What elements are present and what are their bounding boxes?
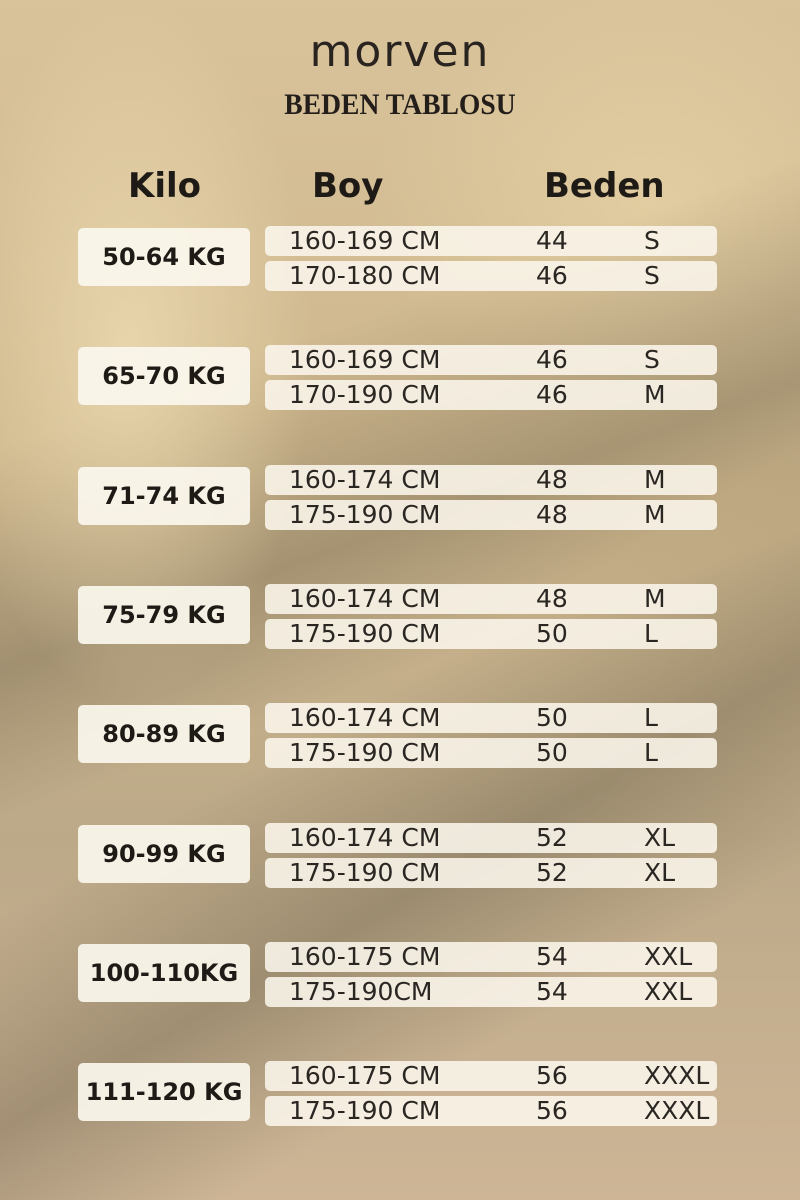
kilo-range: 71-74 KG — [78, 466, 250, 525]
size-row: 160-175 CM 54 XXL — [265, 941, 717, 972]
size-number: 44 — [536, 226, 568, 255]
boy-range: 160-174 CM — [289, 464, 441, 494]
size-number: 56 — [536, 1061, 568, 1091]
header-kilo: Kilo — [128, 166, 202, 206]
brand-logo: morven — [0, 26, 800, 77]
boy-range: 170-180 CM — [289, 261, 441, 290]
size-letter: XXXL — [644, 1061, 710, 1091]
size-row: 160-174 CM 48 M — [265, 583, 717, 614]
size-row: 175-190 CM 48 M — [265, 499, 717, 530]
kilo-range: 50-64 KG — [78, 228, 250, 286]
size-group: 80-89 KG 160-174 CM 50 L 175-190 CM 50 L — [0, 701, 800, 771]
size-row: 175-190 CM 52 XL — [265, 857, 717, 888]
size-letter: M — [644, 583, 666, 613]
size-letter: M — [644, 380, 666, 410]
brand-text: morven — [309, 26, 491, 77]
size-group: 100-110KG 160-175 CM 54 XXL 175-190CM 54… — [0, 940, 800, 1010]
size-number: 48 — [536, 464, 568, 494]
boy-range: 175-190CM — [289, 976, 433, 1006]
size-group: 50-64 KG 160-169 CM 44 S 170-180 CM 46 S — [0, 224, 800, 294]
size-group: 90-99 KG 160-174 CM 52 XL 175-190 CM 52 … — [0, 821, 800, 891]
size-letter: XL — [644, 822, 676, 852]
size-group: 111-120 KG 160-175 CM 56 XXXL 175-190 CM… — [0, 1059, 800, 1129]
size-group: 71-74 KG 160-174 CM 48 M 175-190 CM 48 M — [0, 463, 800, 533]
size-row: 175-190CM 54 XXL — [265, 976, 717, 1007]
boy-range: 170-190 CM — [289, 380, 441, 410]
size-number: 46 — [536, 261, 568, 290]
size-letter: S — [644, 261, 660, 290]
header-boy: Boy — [312, 166, 384, 206]
size-number: 50 — [536, 703, 568, 733]
boy-range: 175-190 CM — [289, 857, 441, 887]
size-letter: L — [644, 703, 658, 733]
size-number: 56 — [536, 1096, 568, 1126]
size-group: 65-70 KG 160-169 CM 46 S 170-190 CM 46 M — [0, 343, 800, 413]
boy-range: 160-169 CM — [289, 226, 441, 255]
boy-range: 160-174 CM — [289, 583, 441, 613]
size-row: 175-190 CM 56 XXXL — [265, 1096, 717, 1127]
boy-range: 160-174 CM — [289, 822, 441, 852]
size-number: 46 — [536, 380, 568, 410]
boy-range: 175-190 CM — [289, 738, 441, 768]
kilo-range: 90-99 KG — [78, 824, 250, 883]
size-row: 160-174 CM 50 L — [265, 703, 717, 734]
size-group: 75-79 KG 160-174 CM 48 M 175-190 CM 50 L — [0, 582, 800, 652]
size-row: 170-190 CM 46 M — [265, 380, 717, 411]
kilo-range: 111-120 KG — [78, 1063, 250, 1122]
size-number: 50 — [536, 738, 568, 768]
size-number: 52 — [536, 822, 568, 852]
size-number: 52 — [536, 857, 568, 887]
boy-range: 175-190 CM — [289, 499, 441, 529]
size-number: 54 — [536, 941, 568, 971]
boy-range: 160-175 CM — [289, 1061, 441, 1091]
size-row: 170-180 CM 46 S — [265, 261, 717, 291]
boy-range: 160-175 CM — [289, 941, 441, 971]
size-number: 54 — [536, 976, 568, 1006]
size-number: 50 — [536, 618, 568, 648]
size-letter: S — [644, 345, 660, 375]
boy-range: 175-190 CM — [289, 1096, 441, 1126]
size-row: 160-169 CM 46 S — [265, 345, 717, 376]
size-row: 160-174 CM 48 M — [265, 464, 717, 495]
boy-range: 160-174 CM — [289, 703, 441, 733]
header-beden: Beden — [544, 166, 665, 206]
size-letter: XXL — [644, 976, 693, 1006]
page-title: BEDEN TABLOSU — [284, 88, 516, 121]
size-letter: M — [644, 499, 666, 529]
size-letter: XXXL — [644, 1096, 710, 1126]
size-letter: XXL — [644, 941, 693, 971]
size-number: 48 — [536, 583, 568, 613]
size-row: 175-190 CM 50 L — [265, 618, 717, 649]
kilo-range: 65-70 KG — [78, 347, 250, 406]
kilo-range: 75-79 KG — [78, 585, 250, 644]
size-letter: L — [644, 618, 658, 648]
size-row: 160-175 CM 56 XXXL — [265, 1061, 717, 1092]
size-row: 160-174 CM 52 XL — [265, 822, 717, 853]
size-letter: M — [644, 464, 666, 494]
size-letter: S — [644, 226, 660, 255]
kilo-range: 80-89 KG — [78, 705, 250, 764]
size-letter: XL — [644, 857, 676, 887]
size-number: 46 — [536, 345, 568, 375]
size-row: 175-190 CM 50 L — [265, 738, 717, 769]
size-row: 160-169 CM 44 S — [265, 226, 717, 256]
size-number: 48 — [536, 499, 568, 529]
boy-range: 160-169 CM — [289, 345, 441, 375]
kilo-range: 100-110KG — [78, 943, 250, 1002]
boy-range: 175-190 CM — [289, 618, 441, 648]
size-letter: L — [644, 738, 658, 768]
